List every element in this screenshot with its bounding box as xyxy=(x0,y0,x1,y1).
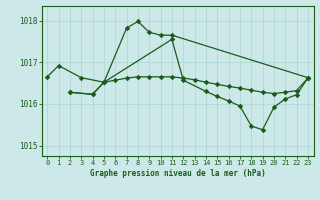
X-axis label: Graphe pression niveau de la mer (hPa): Graphe pression niveau de la mer (hPa) xyxy=(90,169,266,178)
